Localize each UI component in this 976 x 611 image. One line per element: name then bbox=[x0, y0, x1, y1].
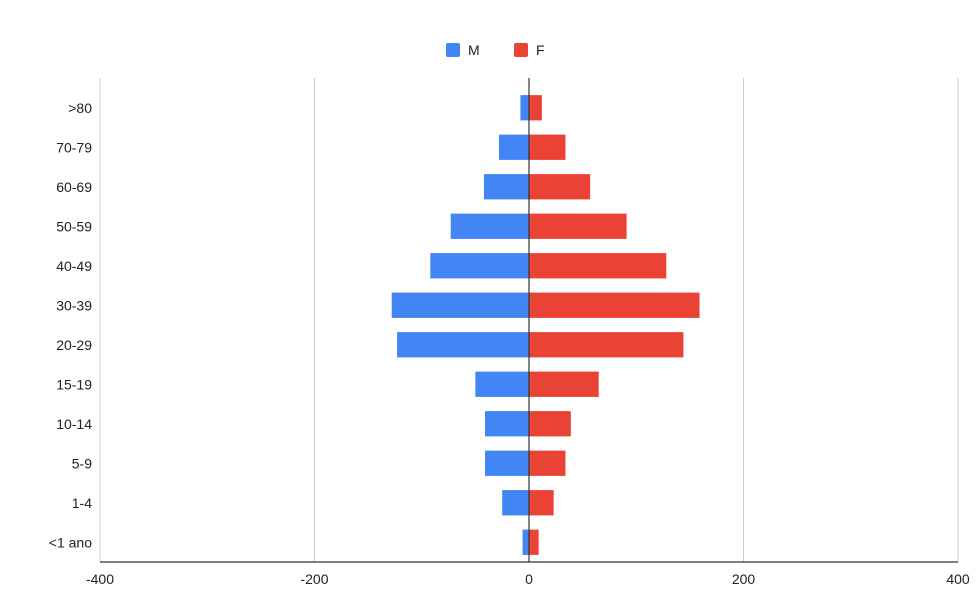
y-tick-label: 70-79 bbox=[56, 139, 92, 155]
x-tick-label: 400 bbox=[946, 571, 970, 587]
y-tick-label: 40-49 bbox=[56, 258, 92, 274]
x-tick-label: 200 bbox=[732, 571, 756, 587]
bar-f-1 bbox=[529, 134, 566, 160]
x-tick-label: 0 bbox=[525, 571, 533, 587]
y-tick-label: 30-39 bbox=[56, 297, 92, 313]
y-tick-label: 10-14 bbox=[56, 416, 92, 432]
y-tick-label: 1-4 bbox=[72, 495, 92, 511]
legend-label-m: M bbox=[468, 42, 480, 58]
y-tick-label: 50-59 bbox=[56, 218, 92, 234]
bar-f-5 bbox=[529, 292, 700, 318]
x-tick-labels: -400 -200 0 200 400 bbox=[86, 571, 970, 587]
x-tick-label: -200 bbox=[300, 571, 328, 587]
bar-m-0 bbox=[520, 95, 529, 121]
bar-f-3 bbox=[529, 213, 627, 239]
y-tick-label: <1 ano bbox=[49, 534, 92, 550]
y-tick-label: 5-9 bbox=[72, 455, 92, 471]
bar-f-8 bbox=[529, 411, 571, 437]
bar-f-6 bbox=[529, 332, 684, 358]
y-tick-label: >80 bbox=[68, 100, 92, 116]
bar-m-2 bbox=[483, 174, 529, 200]
bar-m-11 bbox=[522, 529, 529, 555]
bar-m-5 bbox=[391, 292, 529, 318]
bar-m-10 bbox=[502, 490, 529, 516]
bar-f-7 bbox=[529, 371, 599, 397]
bar-m-6 bbox=[397, 332, 529, 358]
bar-f-4 bbox=[529, 253, 667, 279]
bars bbox=[391, 95, 700, 555]
y-tick-labels: >80 70-79 60-69 50-59 40-49 30-39 20-29 15-19 10… bbox=[49, 100, 92, 551]
bar-m-9 bbox=[485, 450, 529, 476]
gridlines bbox=[99, 78, 959, 562]
bar-f-2 bbox=[529, 174, 591, 200]
bar-m-8 bbox=[485, 411, 529, 437]
legend-label-f: F bbox=[536, 42, 545, 58]
axes bbox=[100, 78, 958, 563]
bar-f-11 bbox=[529, 529, 539, 555]
bar-m-7 bbox=[475, 371, 529, 397]
bar-f-0 bbox=[529, 95, 542, 121]
bar-m-4 bbox=[430, 253, 529, 279]
bar-m-3 bbox=[450, 213, 529, 239]
bar-m-1 bbox=[498, 134, 529, 160]
bar-f-9 bbox=[529, 450, 566, 476]
x-tick-label: -400 bbox=[86, 571, 114, 587]
y-tick-label: 60-69 bbox=[56, 179, 92, 195]
legend-swatch-m bbox=[446, 43, 460, 57]
bar-f-10 bbox=[529, 490, 554, 516]
y-tick-label: 15-19 bbox=[56, 376, 92, 392]
legend-swatch-f bbox=[514, 43, 528, 57]
y-tick-label: 20-29 bbox=[56, 337, 92, 353]
